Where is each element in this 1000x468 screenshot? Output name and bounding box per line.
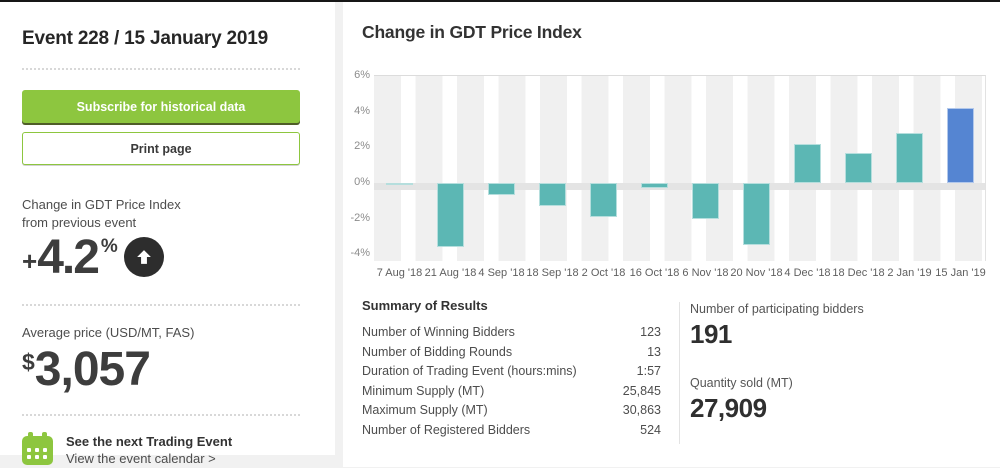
summary-row: Maximum Supply (MT) 30,863 xyxy=(362,401,661,421)
up-arrow-icon xyxy=(123,237,164,278)
price-value: 3,057 xyxy=(34,342,151,396)
y-axis-label: 6% xyxy=(354,69,370,82)
summary-row: Minimum Supply (MT) 25,845 xyxy=(362,382,661,402)
change-index-label: Change in GDT Price Index from previous … xyxy=(22,197,181,231)
currency-symbol: $ xyxy=(22,348,35,375)
summary-row: Number of Winning Bidders 123 xyxy=(362,323,661,343)
summary-row-value: 13 xyxy=(647,344,661,359)
x-axis-label: 2 Oct '18 xyxy=(581,267,626,279)
summary-row: Number of Bidding Rounds 13 xyxy=(362,343,661,363)
chart-bar xyxy=(386,183,413,185)
summary-row-label: Duration of Trading Event (hours:mins) xyxy=(362,364,577,378)
change-unit: % xyxy=(100,236,118,258)
chart-bar xyxy=(590,183,617,217)
summary-title: Summary of Results xyxy=(362,298,488,313)
x-axis-label: 15 Jan '19 xyxy=(935,267,986,279)
chart-bar xyxy=(692,183,719,219)
summary-row-value: 524 xyxy=(640,422,661,437)
divider xyxy=(22,304,300,307)
next-event-title: See the next Trading Event xyxy=(66,433,233,449)
chart-bar xyxy=(845,152,872,183)
x-axis-label: 6 Nov '18 xyxy=(682,267,729,279)
summary-row: Number of Registered Bidders 524 xyxy=(362,421,661,441)
stat-block: Number of participating bidders 191 xyxy=(690,302,864,350)
x-axis-label: 2 Jan '19 xyxy=(887,267,932,279)
change-value: 4.2 xyxy=(37,231,100,285)
stat-block: Quantity sold (MT) 27,909 xyxy=(690,376,864,424)
chart-bar xyxy=(947,108,974,183)
chart-bar xyxy=(539,183,566,207)
key-stats: Number of participating bidders 191 Quanti… xyxy=(690,302,864,424)
summary-row-value: 30,863 xyxy=(622,403,661,417)
change-sign: + xyxy=(22,246,38,277)
chart-bar xyxy=(743,183,770,246)
gdt-price-index-chart xyxy=(374,75,986,261)
x-axis-label: 18 Dec '18 xyxy=(832,267,885,279)
summary-row-label: Number of Bidding Rounds xyxy=(362,344,513,359)
x-axis-label: 7 Aug '18 xyxy=(376,267,423,279)
x-axis-label: 4 Dec '18 xyxy=(784,267,831,279)
average-price-label: Average price (USD/MT, FAS) xyxy=(22,325,195,341)
x-axis-label: 21 Aug '18 xyxy=(424,267,477,279)
event-sidebar: Event 228 / 15 January 2019 Subscribe fo… xyxy=(0,2,335,466)
summary-row-label: Minimum Supply (MT) xyxy=(362,383,485,398)
chart-bar xyxy=(641,183,668,189)
summary-row-value: 25,845 xyxy=(622,383,661,398)
summary-row-value: 123 xyxy=(640,325,661,339)
zero-axis-band xyxy=(374,183,985,190)
y-axis-label: -4% xyxy=(350,247,370,260)
summary-of-results: Summary of Results Number of Winning Bid… xyxy=(362,298,661,440)
summary-row-value: 1:57 xyxy=(636,364,661,378)
stat-value: 191 xyxy=(690,319,732,349)
stat-label: Quantity sold (MT) xyxy=(690,376,793,390)
subscribe-button[interactable]: Subscribe for historical data xyxy=(22,90,300,123)
chart-bar xyxy=(437,183,464,248)
results-panel: Change in GDT Price Index 6% 4% 2% 0% -2% -4%… xyxy=(343,2,1000,467)
y-axis-label: 4% xyxy=(354,104,370,117)
divider xyxy=(22,68,300,70)
summary-row-label: Number of Winning Bidders xyxy=(362,325,515,339)
event-title: Event 228 / 15 January 2019 xyxy=(22,28,268,49)
chart-bar xyxy=(896,133,923,183)
view-calendar-link[interactable]: View the event calendar > xyxy=(66,451,216,467)
chart-bar xyxy=(488,183,515,196)
next-event-block: See the next Trading Event View the even… xyxy=(22,431,300,468)
summary-row-label: Number of Registered Bidders xyxy=(362,422,531,437)
stat-label: Number of participating bidders xyxy=(690,302,864,316)
y-axis-label: 2% xyxy=(354,140,370,153)
change-index-value: + 4.2 % xyxy=(22,234,300,282)
print-page-button[interactable]: Print page xyxy=(22,132,300,165)
window-top-border xyxy=(0,0,1000,2)
x-axis-label: 16 Oct '18 xyxy=(629,267,680,279)
divider xyxy=(22,413,300,416)
summary-divider xyxy=(679,302,680,444)
x-axis-label: 18 Sep '18 xyxy=(526,267,579,279)
stat-value: 27,909 xyxy=(690,393,767,423)
calendar-icon xyxy=(22,431,53,465)
chart-title: Change in GDT Price Index xyxy=(362,22,582,42)
average-price-value: $ 3,057 xyxy=(22,342,300,396)
summary-row: Duration of Trading Event (hours:mins) 1:… xyxy=(362,362,661,382)
y-axis-label: -2% xyxy=(350,211,370,224)
chart-bar xyxy=(794,143,821,183)
summary-row-label: Maximum Supply (MT) xyxy=(362,403,488,417)
x-axis-label: 4 Sep '18 xyxy=(478,267,525,279)
y-axis-label: 0% xyxy=(354,176,370,188)
x-axis-label: 20 Nov '18 xyxy=(730,267,783,279)
